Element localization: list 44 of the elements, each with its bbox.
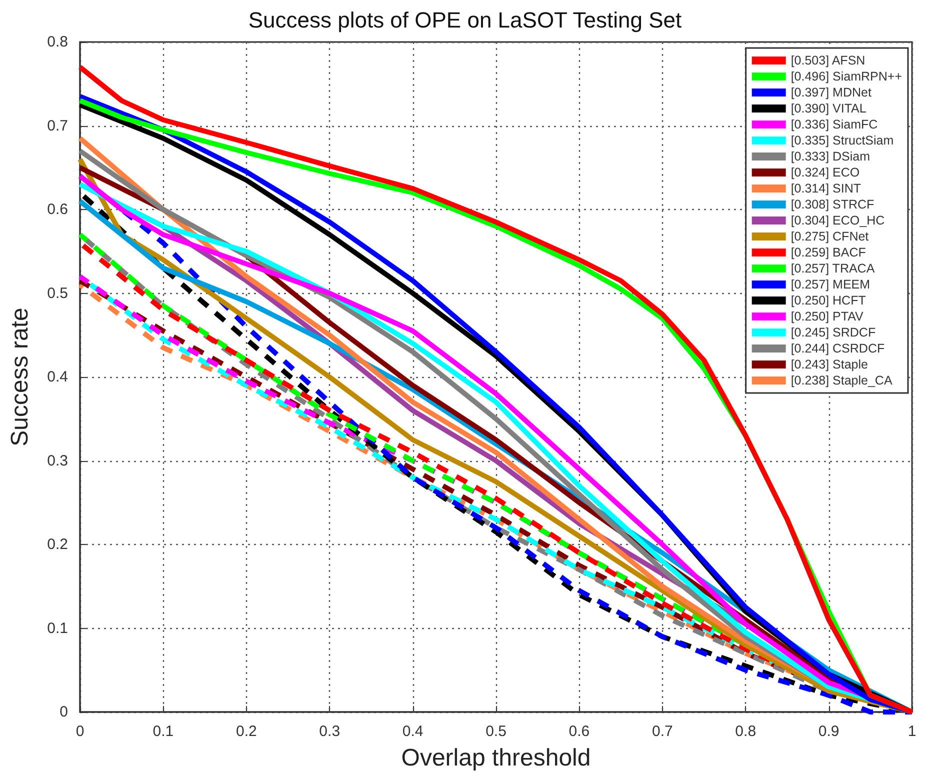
legend-label: [0.503] AFSN [790,54,866,68]
legend-label: [0.257] MEEM [790,278,870,292]
legend-label: [0.397] MDNet [790,86,872,100]
y-tick-label: 0.8 [47,34,68,50]
x-tick-label: 0.7 [652,723,673,740]
x-tick-label: 0.8 [735,723,756,740]
y-tick-label: 0 [60,704,68,720]
x-tick-label: 0.1 [152,723,174,740]
legend-label: [0.245] SRDCF [790,326,876,340]
legend-label: [0.244] CSRDCF [790,342,885,356]
x-tick-label: 0.6 [568,723,590,740]
legend-label: [0.336] SiamFC [790,118,878,132]
legend-label: [0.308] STRCF [790,198,875,212]
y-axis-title: Success rate [6,308,34,446]
x-tick-label: 1 [908,723,916,740]
legend-label: [0.496] SiamRPN++ [790,70,902,84]
legend-label: [0.333] DSiam [790,150,870,164]
legend-label: [0.314] SINT [790,182,862,196]
y-tick-label: 0.6 [47,201,68,218]
legend-label: [0.304] ECO_HC [790,214,885,228]
y-tick-label: 0.1 [47,620,68,637]
y-tick-label: 0.7 [47,117,68,134]
legend-label: [0.335] StructSiam [790,134,894,148]
legend-label: [0.257] TRACA [790,262,876,276]
y-tick-label: 0.2 [47,536,68,553]
x-tick-label: 0.9 [818,723,840,740]
x-tick-label: 0.3 [319,723,340,740]
legend-label: [0.243] Staple [790,358,868,372]
y-tick-label: 0.5 [47,284,68,302]
legend-label: [0.259] BACF [790,246,866,260]
x-tick-label: 0 [76,723,84,740]
chart-title: Success plots of OPE on LaSOT Testing Set [248,8,682,32]
legend-label: [0.324] ECO [790,166,860,180]
legend-label: [0.275] CFNet [790,230,870,244]
y-tick-label: 0.3 [47,452,68,470]
x-tick-label: 0.2 [236,723,257,740]
x-tick-label: 0.5 [486,723,506,740]
legend-label: [0.390] VITAL [790,102,866,116]
legend-label: [0.250] HCFT [790,294,866,308]
x-tick-label: 0.4 [402,723,424,740]
legend-label: [0.238] Staple_CA [790,374,893,388]
legend-label: [0.250] PTAV [790,310,864,324]
y-tick-label: 0.4 [47,368,68,386]
x-axis-title: Overlap threshold [401,744,591,772]
